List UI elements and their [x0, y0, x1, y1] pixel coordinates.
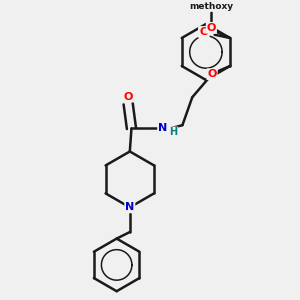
Text: methoxy: methoxy	[182, 25, 189, 26]
Text: O: O	[207, 23, 216, 33]
Text: N: N	[125, 202, 134, 212]
Text: H: H	[169, 128, 178, 137]
Text: O: O	[199, 27, 208, 37]
Text: O: O	[207, 69, 217, 79]
Text: N: N	[158, 124, 167, 134]
Text: methoxy: methoxy	[185, 23, 191, 24]
Text: O: O	[199, 27, 208, 37]
Text: methoxy: methoxy	[189, 2, 233, 11]
Text: O: O	[124, 92, 133, 102]
